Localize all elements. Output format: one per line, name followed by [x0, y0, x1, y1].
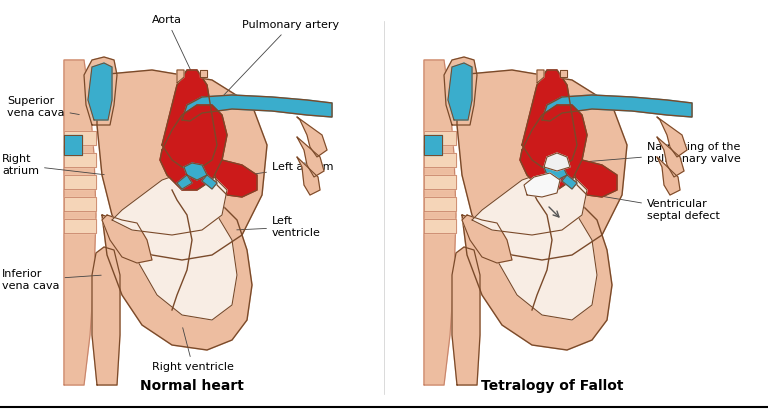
Text: Narrowing of the
pulmonary valve: Narrowing of the pulmonary valve	[573, 142, 741, 164]
Polygon shape	[562, 175, 577, 189]
Polygon shape	[297, 137, 324, 177]
Polygon shape	[88, 63, 112, 120]
Polygon shape	[424, 197, 456, 211]
Polygon shape	[102, 215, 152, 263]
Polygon shape	[182, 95, 332, 121]
Polygon shape	[177, 70, 184, 83]
Polygon shape	[424, 131, 456, 145]
Polygon shape	[524, 173, 560, 197]
Polygon shape	[64, 135, 82, 155]
Text: Aorta: Aorta	[152, 15, 190, 71]
Polygon shape	[457, 70, 627, 260]
Polygon shape	[424, 153, 456, 167]
Polygon shape	[537, 70, 544, 83]
Polygon shape	[560, 70, 567, 77]
Polygon shape	[200, 70, 207, 77]
Text: Superior
vena cava: Superior vena cava	[7, 96, 79, 118]
Polygon shape	[424, 219, 456, 233]
Polygon shape	[64, 60, 96, 385]
Polygon shape	[424, 60, 456, 385]
Text: Ventricular
septal defect: Ventricular septal defect	[550, 188, 720, 221]
Polygon shape	[177, 175, 192, 189]
Text: Left
ventricle: Left ventricle	[237, 216, 321, 238]
Polygon shape	[424, 135, 442, 155]
Polygon shape	[544, 153, 570, 171]
Polygon shape	[657, 157, 680, 195]
Polygon shape	[297, 157, 320, 195]
Text: Right ventricle: Right ventricle	[152, 328, 234, 372]
Polygon shape	[452, 247, 480, 385]
Polygon shape	[64, 175, 96, 189]
Polygon shape	[574, 160, 617, 197]
Polygon shape	[520, 105, 587, 190]
Polygon shape	[472, 170, 587, 235]
Polygon shape	[64, 131, 96, 145]
Polygon shape	[112, 170, 227, 235]
Polygon shape	[97, 70, 267, 260]
Polygon shape	[64, 197, 96, 211]
Polygon shape	[444, 57, 477, 125]
Polygon shape	[462, 215, 512, 263]
Polygon shape	[657, 117, 687, 157]
Polygon shape	[424, 175, 456, 189]
Polygon shape	[482, 205, 597, 320]
Polygon shape	[462, 193, 612, 350]
Polygon shape	[92, 247, 120, 385]
Polygon shape	[102, 193, 252, 350]
Polygon shape	[657, 137, 684, 177]
Polygon shape	[542, 95, 692, 121]
Text: Right
atrium: Right atrium	[2, 154, 104, 176]
Polygon shape	[162, 70, 217, 170]
Polygon shape	[202, 175, 217, 189]
Text: Left atrium: Left atrium	[250, 162, 333, 175]
Polygon shape	[214, 160, 257, 197]
Polygon shape	[160, 105, 227, 190]
Polygon shape	[64, 153, 96, 167]
Text: Tetralogy of Fallot: Tetralogy of Fallot	[481, 379, 624, 393]
Polygon shape	[64, 219, 96, 233]
Polygon shape	[522, 70, 577, 170]
Polygon shape	[184, 163, 207, 180]
Polygon shape	[537, 175, 552, 189]
Polygon shape	[448, 63, 472, 120]
Polygon shape	[122, 205, 237, 320]
Polygon shape	[297, 117, 327, 157]
Polygon shape	[544, 163, 567, 180]
Text: Pulmonary artery: Pulmonary artery	[224, 20, 339, 95]
Polygon shape	[84, 57, 117, 125]
Text: Normal heart: Normal heart	[140, 379, 244, 393]
Text: Inferior
vena cava: Inferior vena cava	[2, 269, 101, 291]
